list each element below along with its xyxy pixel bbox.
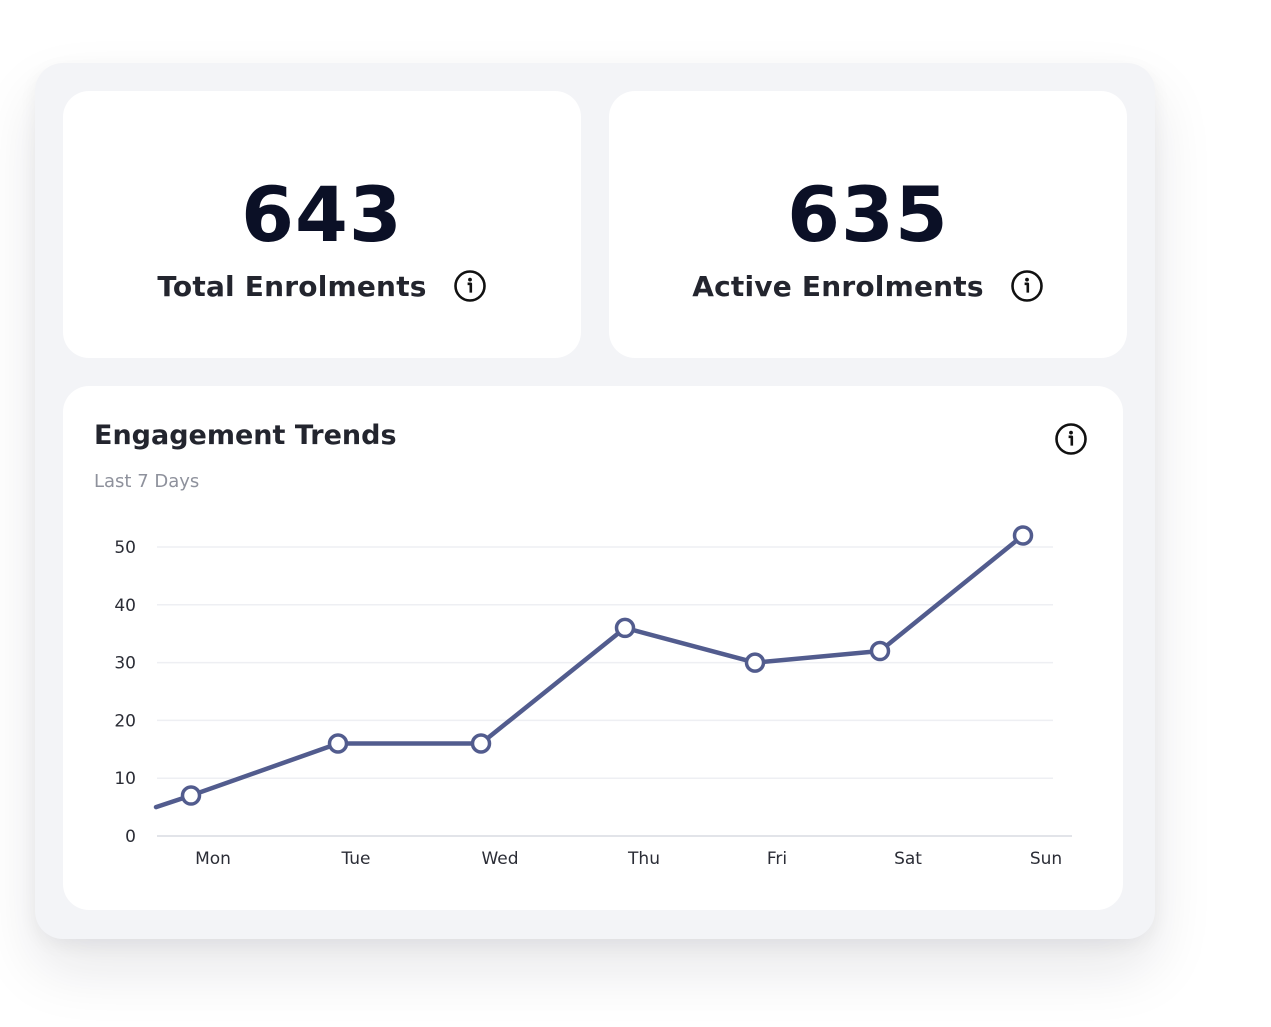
- total-enrolments-label: Total Enrolments: [157, 269, 427, 303]
- y-tick-label: 0: [125, 827, 136, 847]
- data-point: [327, 733, 349, 754]
- data-point: [180, 785, 202, 806]
- active-enrolments-label: Active Enrolments: [692, 269, 984, 303]
- data-point: [869, 640, 891, 662]
- engagement-trends-card: 0 10 20 30 40 50 Mon Tue Wed Thu Fri Sat Sun Engagem…: [63, 386, 1123, 910]
- x-tick-label: Wed: [481, 849, 518, 869]
- active-enrolments-card: 635 Active Enrolments: [609, 91, 1127, 358]
- y-tick-label: 20: [114, 711, 136, 731]
- y-tick-label: 30: [114, 654, 136, 674]
- info-icon[interactable]: [1054, 422, 1088, 456]
- data-point: [470, 733, 492, 754]
- info-icon[interactable]: [453, 269, 487, 303]
- info-icon[interactable]: [1010, 269, 1044, 303]
- x-tick-label: Fri: [767, 849, 787, 869]
- x-tick-label: Sat: [894, 849, 922, 869]
- total-enrolments-value: 643: [241, 170, 403, 259]
- x-tick-label: Thu: [627, 849, 660, 869]
- total-enrolments-card: 643 Total Enrolments: [63, 91, 581, 358]
- x-tick-label: Tue: [340, 849, 370, 869]
- y-tick-label: 40: [114, 596, 136, 616]
- total-enrolments-label-row: Total Enrolments: [63, 268, 581, 304]
- x-tick-label: Sun: [1030, 849, 1062, 869]
- y-tick-label: 50: [114, 538, 136, 558]
- data-point: [1012, 525, 1034, 546]
- active-enrolments-value: 635: [787, 170, 949, 259]
- data-point: [614, 617, 636, 639]
- chart-title: Engagement Trends: [94, 420, 397, 451]
- series-line: [153, 533, 1026, 810]
- dashboard-panel: 643 Total Enrolments 635 Active Enrolmen…: [35, 63, 1155, 939]
- data-point: [744, 652, 766, 673]
- x-tick-label: Mon: [195, 849, 231, 869]
- engagement-trends-chart: 0 10 20 30 40 50 Mon Tue Wed Thu Fri Sat Sun: [114, 525, 1072, 869]
- y-tick-label: 10: [114, 769, 136, 789]
- chart-subtitle: Last 7 Days: [94, 471, 200, 492]
- active-enrolments-label-row: Active Enrolments: [609, 268, 1127, 304]
